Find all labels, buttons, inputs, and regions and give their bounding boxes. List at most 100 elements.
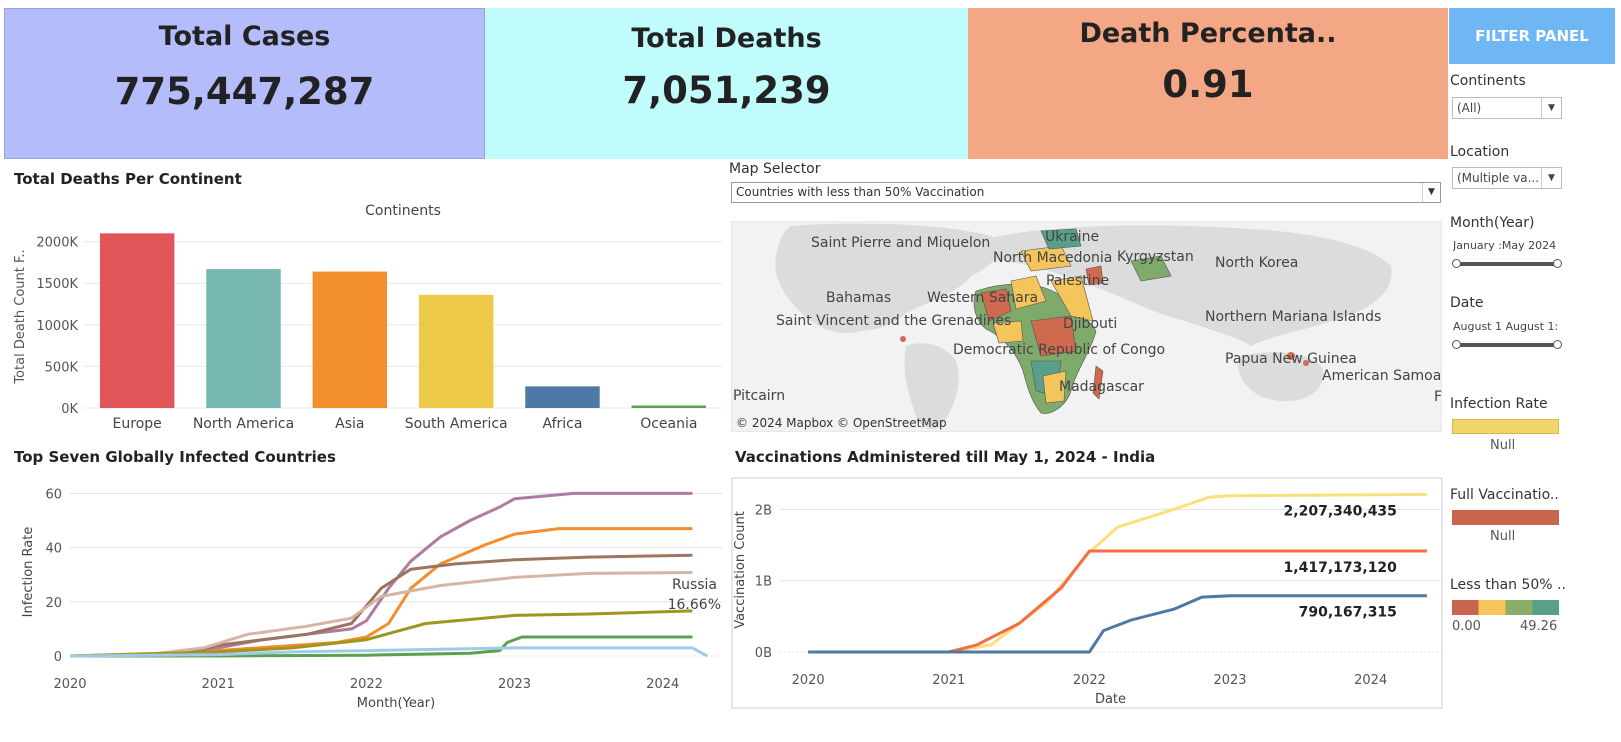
chart-frame <box>731 477 1443 709</box>
map-country-label: Madagascar <box>1059 379 1144 395</box>
y-axis-label: Infection Rate <box>21 527 36 618</box>
total-cases-card: Total Cases 775,447,287 <box>4 8 485 159</box>
series-line <box>69 609 693 658</box>
series-value-label: 2,207,340,435 <box>1284 503 1397 519</box>
series-line <box>69 646 708 658</box>
y-tick-label: 1000K <box>36 319 78 334</box>
chevron-down-icon[interactable]: ▼ <box>1422 183 1440 202</box>
map-selector-dropdown[interactable]: Countries with less than 50% Vaccination… <box>731 182 1441 203</box>
date-filter-label: Date <box>1450 295 1484 311</box>
y-tick-label: 1500K <box>36 277 78 292</box>
y-tick-label: 500K <box>45 360 79 375</box>
map-country-label: Palestine <box>1046 273 1109 289</box>
continents-filter-dropdown[interactable]: (All) ▼ <box>1452 97 1562 119</box>
map-country-labels: Saint Pierre and Miquelon Ukraine North Ma… <box>733 229 1442 405</box>
full-vaccination-legend-label: Full Vaccinatio.. <box>1450 487 1559 503</box>
x-tick-label: Africa <box>543 416 583 432</box>
x-tick-label: 2020 <box>792 673 825 688</box>
deaths-per-continent-chart: Continents 0K 500K 1000K 1500K 2000K Total Dea… <box>13 203 722 432</box>
full-vaccination-null: Null <box>1490 529 1516 544</box>
world-map[interactable]: Saint Pierre and Miquelon Ukraine North Ma… <box>731 221 1442 432</box>
x-tick-label: 2023 <box>498 677 531 692</box>
infection-rate-chart: 0 20 40 60 2020 2021 2022 2023 2024 Month(Year) In… <box>21 487 722 711</box>
infection-rate-legend-label: Infection Rate <box>1450 396 1548 412</box>
series-line <box>808 594 1427 654</box>
bar-africa <box>525 386 600 408</box>
map-country-label: F <box>1434 389 1442 405</box>
chevron-down-icon[interactable]: ▼ <box>1541 168 1561 188</box>
map-country-label: Democratic Republic of Congo <box>953 342 1165 358</box>
death-percentage-title: Death Percenta.. <box>1079 18 1337 49</box>
map-country-label: Saint Vincent and the Grenadines <box>776 313 1011 329</box>
date-range-text: August 1 August 1: <box>1453 320 1559 333</box>
x-axis-label: Month(Year) <box>357 696 435 711</box>
x-tick-label: 2022 <box>350 677 383 692</box>
total-deaths-value: 7,051,239 <box>622 69 831 112</box>
death-percentage-card: Death Percenta.. 0.91 <box>968 8 1448 159</box>
month-year-filter-label: Month(Year) <box>1450 215 1535 231</box>
total-deaths-card: Total Deaths 7,051,239 <box>485 8 968 159</box>
annotation-label: Russia <box>672 577 717 593</box>
location-filter-label: Location <box>1450 144 1510 160</box>
map-country-label: Western Sahara <box>927 290 1038 306</box>
continents-filter-value: (All) <box>1457 101 1482 115</box>
slider-end-handle[interactable] <box>1553 340 1562 349</box>
x-tick-label: Oceania <box>640 416 697 432</box>
y-tick-label: 0 <box>54 650 62 665</box>
location-filter-value: (Multiple va... <box>1457 171 1540 185</box>
date-slider[interactable] <box>1452 340 1562 349</box>
x-tick-label: 2024 <box>1354 673 1387 688</box>
map-country-label: Pitcairn <box>733 388 785 404</box>
map-country-label: Djibouti <box>1063 316 1117 332</box>
legend-max-value: 49.26 <box>1520 619 1558 634</box>
month-year-range-text: January :May 2024 <box>1453 239 1557 252</box>
vaccination-chart: 0B 1B 2B 2020 2021 2022 2023 2024 Date Vaccinatio… <box>731 477 1443 709</box>
x-tick-label: 2020 <box>53 677 86 692</box>
bar-chart-title: Total Deaths Per Continent <box>14 170 242 188</box>
vacc-chart-title: Vaccinations Administered till May 1, 20… <box>735 448 1156 466</box>
map-landmass <box>775 223 1392 429</box>
continents-filter-label: Continents <box>1450 73 1526 89</box>
slider-start-handle[interactable] <box>1452 340 1461 349</box>
x-tick-label: 2022 <box>1073 673 1106 688</box>
y-axis-label: Vaccination Count <box>733 511 748 629</box>
full-vaccination-swatch <box>1452 510 1559 525</box>
map-country-label: Saint Pierre and Miquelon <box>811 235 990 251</box>
map-country-label: Papua New Guinea <box>1225 351 1357 367</box>
month-year-slider[interactable] <box>1452 259 1562 268</box>
location-filter-dropdown[interactable]: (Multiple va... ▼ <box>1452 167 1562 189</box>
y-tick-label: 2B <box>755 503 772 518</box>
map-country-label: Northern Mariana Islands <box>1205 309 1381 325</box>
pacific-islands <box>900 336 1309 366</box>
y-tick-label: 0B <box>755 646 772 661</box>
total-cases-title: Total Cases <box>158 21 331 52</box>
map-attribution: © 2024 Mapbox © OpenStreetMap <box>736 416 947 430</box>
series-line <box>69 553 693 658</box>
y-tick-label: 40 <box>45 542 62 557</box>
map-country-label: Kyrgyzstan <box>1117 249 1194 265</box>
x-tick-label: 2023 <box>1213 673 1246 688</box>
chevron-down-icon[interactable]: ▼ <box>1541 98 1561 118</box>
map-selector-label: Map Selector <box>729 161 821 177</box>
infection-rate-swatch <box>1452 419 1559 434</box>
y-axis-label: Total Death Count F.. <box>13 249 28 384</box>
bar-north-america <box>206 269 281 408</box>
y-tick-label: 0K <box>61 402 78 417</box>
x-tick-label: Asia <box>335 416 364 432</box>
map-country-label: North Korea <box>1215 255 1298 271</box>
slider-end-handle[interactable] <box>1553 259 1562 268</box>
bar-oceania <box>631 405 707 408</box>
series-value-label: 790,167,315 <box>1299 605 1397 621</box>
slider-start-handle[interactable] <box>1452 259 1461 268</box>
y-tick-label: 1B <box>755 575 772 590</box>
series-line <box>69 571 693 658</box>
map-country-label: Ukraine <box>1045 229 1099 245</box>
bar-chart-header: Continents <box>365 203 441 219</box>
annotation-value: 16.66% <box>668 597 721 613</box>
bar-south-america <box>418 294 494 408</box>
series-line <box>808 492 1427 654</box>
map-country-label: American Samoa <box>1322 368 1441 384</box>
x-tick-label: 2021 <box>932 673 965 688</box>
x-tick-label: South America <box>405 416 508 432</box>
bar-europe <box>99 233 175 408</box>
